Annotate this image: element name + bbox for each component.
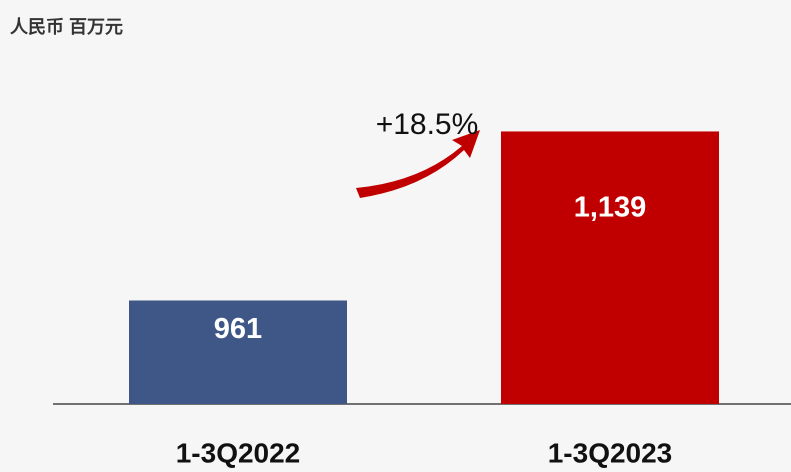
value-label: 961 — [214, 313, 262, 345]
annotation: +18.5% — [376, 108, 479, 141]
x-tick-label: 1-3Q2023 — [548, 437, 673, 468]
bar — [129, 300, 347, 404]
bar — [501, 131, 719, 405]
value-label: 1,139 — [574, 191, 647, 223]
growth-arrow — [356, 130, 480, 198]
x-tick-label: 1-3Q2022 — [176, 437, 301, 468]
chart-title: 人民币 百万元 — [10, 17, 123, 37]
